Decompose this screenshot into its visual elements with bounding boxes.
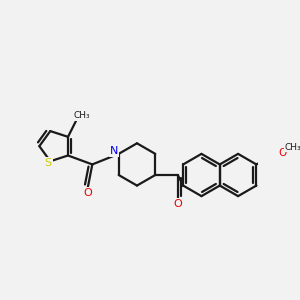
Text: O: O [173, 199, 182, 209]
Text: S: S [45, 158, 52, 168]
Text: O: O [83, 188, 92, 198]
Text: CH₃: CH₃ [74, 111, 90, 120]
Text: CH₃: CH₃ [285, 142, 300, 152]
Text: O: O [278, 148, 286, 158]
Text: N: N [110, 146, 118, 156]
